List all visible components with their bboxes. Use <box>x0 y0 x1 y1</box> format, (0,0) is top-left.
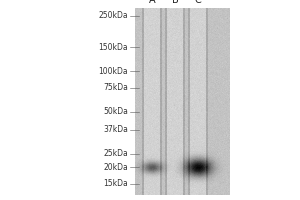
Text: 150kDa: 150kDa <box>98 43 128 51</box>
Text: 25kDa: 25kDa <box>103 150 128 158</box>
Text: 20kDa: 20kDa <box>103 162 128 171</box>
Text: A: A <box>149 0 155 5</box>
Text: 50kDa: 50kDa <box>103 108 128 116</box>
Text: 75kDa: 75kDa <box>103 84 128 92</box>
Text: 37kDa: 37kDa <box>103 126 128 134</box>
Text: 250kDa: 250kDa <box>98 11 128 21</box>
Text: C: C <box>195 0 201 5</box>
Text: B: B <box>172 0 178 5</box>
Text: 100kDa: 100kDa <box>98 66 128 75</box>
Text: 15kDa: 15kDa <box>103 180 128 188</box>
